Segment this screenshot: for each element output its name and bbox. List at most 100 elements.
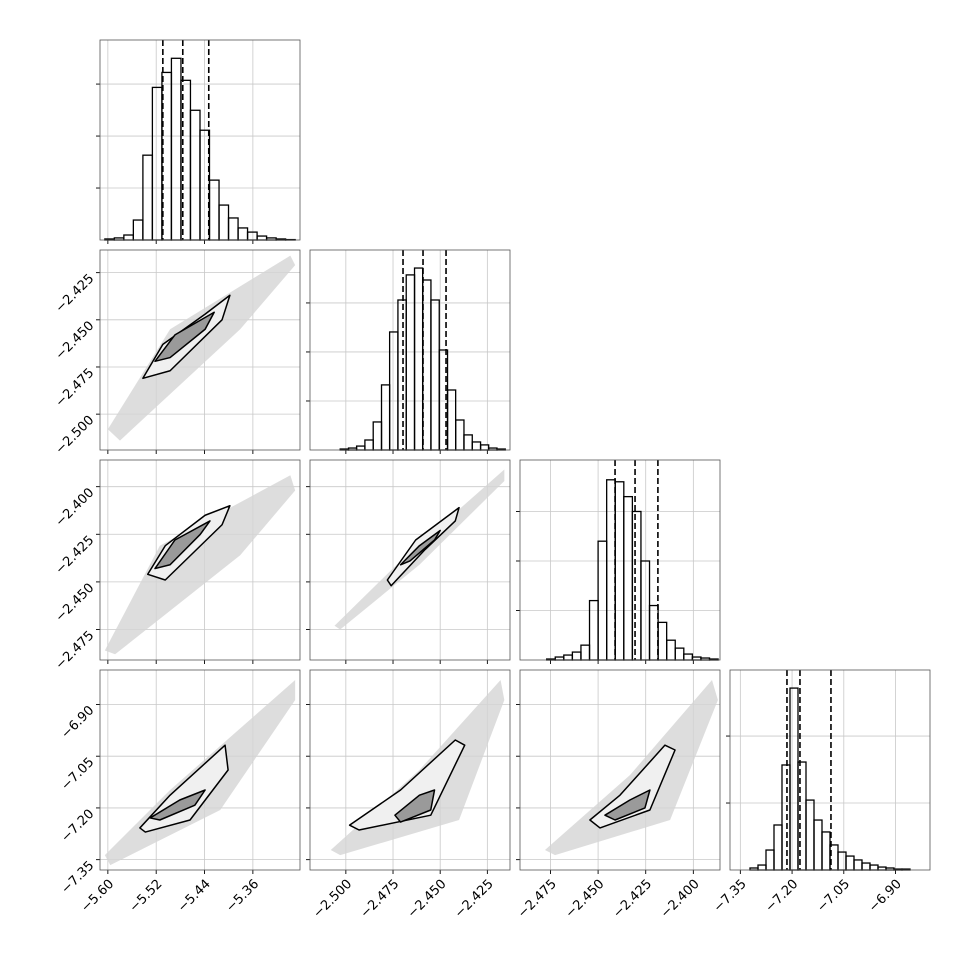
histogram-bar (805, 799, 815, 871)
histogram-bar (597, 540, 608, 661)
panel: −2.475−2.450−2.425−2.400 (53, 459, 301, 673)
contour (604, 789, 651, 821)
panel-frame (99, 669, 301, 871)
y-tick-label: −6.90 (59, 703, 98, 742)
histogram-bar (227, 217, 239, 241)
histogram-bar (580, 644, 591, 661)
histogram-bar (657, 621, 668, 661)
histogram-bar (132, 219, 144, 241)
panel-frame (519, 669, 721, 871)
contour (399, 529, 441, 566)
histogram-bar (614, 481, 625, 661)
histogram-bar (455, 419, 465, 451)
histogram-bar (781, 764, 791, 871)
x-tick-label: −7.20 (763, 877, 802, 916)
x-tick-label: −5.52 (127, 877, 166, 916)
y-tick-label: −2.500 (53, 413, 98, 458)
histogram-bar (471, 441, 482, 451)
panel (306, 249, 511, 454)
y-tick-label: −2.475 (53, 628, 98, 673)
histogram-bar (648, 604, 659, 661)
panel-frame (99, 459, 301, 661)
histogram-bar (813, 819, 823, 871)
histogram-bar (845, 855, 855, 871)
histogram-bar (430, 299, 440, 451)
panel: −5.60 −5.52 −5.44 −5.36−7.35−7.20−7.05−6.90 (59, 669, 301, 916)
x-tick-label: −2.425 (610, 877, 655, 922)
histogram-bar (631, 510, 642, 661)
histogram-bar (421, 279, 432, 451)
panel-frame (309, 669, 511, 871)
contour (154, 311, 215, 363)
histogram-bar (623, 495, 634, 661)
histogram-bar (142, 154, 154, 241)
x-tick-label: −2.400 (658, 877, 703, 922)
histogram-bar (123, 234, 135, 241)
histogram-bar (821, 831, 831, 871)
histogram-bar (388, 331, 399, 451)
y-tick-label: −7.20 (59, 807, 98, 846)
y-tick-label: −7.05 (59, 755, 98, 794)
histogram-bar (563, 654, 574, 661)
y-tick-label: −2.425 (53, 271, 98, 316)
histogram-bar (413, 267, 424, 451)
histogram-bar (218, 204, 230, 241)
histogram-bar (364, 439, 374, 451)
panel-frame (729, 669, 931, 871)
panel-frame (99, 249, 301, 451)
x-tick-label: −6.90 (866, 877, 905, 916)
histogram-bar (757, 864, 767, 871)
x-tick-label: −2.450 (563, 877, 608, 922)
histogram-bar (588, 599, 599, 661)
histogram-bar (405, 274, 416, 451)
contour (348, 739, 466, 831)
y-tick-label: −2.400 (53, 485, 98, 530)
x-tick-label: −2.475 (515, 877, 560, 922)
contour (154, 520, 211, 570)
contour (544, 680, 718, 856)
x-tick-label: −2.500 (311, 877, 356, 922)
histogram-bar (773, 824, 783, 871)
x-tick-label: −5.44 (175, 877, 214, 916)
histogram-bar (372, 421, 383, 451)
histogram-bar (877, 866, 887, 871)
histogram-bar (674, 647, 685, 661)
panel: −2.500−2.475−2.450−2.425 (53, 249, 301, 458)
histogram-bar (554, 656, 565, 661)
histogram-bar (170, 57, 182, 241)
x-tick-label: −7.35 (711, 877, 750, 916)
histogram-bar (861, 862, 871, 871)
y-tick-label: −2.450 (53, 319, 98, 364)
panel-frame (99, 39, 301, 241)
x-tick-label: −2.425 (452, 877, 497, 922)
panel (516, 459, 721, 664)
contour (107, 255, 296, 441)
x-tick-label: −5.36 (223, 877, 262, 916)
x-tick-label: −2.475 (358, 877, 403, 922)
histogram-bar (446, 389, 457, 451)
histogram-bar (837, 851, 847, 871)
contour (589, 744, 676, 829)
histogram-bar (237, 227, 249, 241)
panel: −2.475−2.450−2.425−2.400 (515, 669, 721, 922)
panel: −7.35 −7.20 −7.05 −6.90 (711, 669, 931, 916)
y-tick-label: −2.425 (53, 533, 98, 578)
contour (394, 789, 436, 823)
histogram-bar (683, 653, 694, 661)
histogram-bar (869, 864, 879, 871)
histogram-bar (397, 299, 407, 451)
x-tick-label: −7.05 (814, 877, 853, 916)
histogram-bar (355, 445, 366, 451)
histogram-bar (765, 849, 775, 871)
histogram-bar (463, 434, 473, 451)
y-tick-label: −2.450 (53, 581, 98, 626)
x-tick-label: −5.60 (78, 877, 117, 916)
histogram-bar (829, 844, 839, 871)
histogram-bar (151, 86, 163, 241)
histogram-bar (853, 859, 863, 871)
histogram-bar (246, 231, 258, 241)
histogram-bar (606, 479, 616, 661)
y-tick-label: −2.475 (53, 366, 98, 411)
contour (149, 789, 206, 821)
